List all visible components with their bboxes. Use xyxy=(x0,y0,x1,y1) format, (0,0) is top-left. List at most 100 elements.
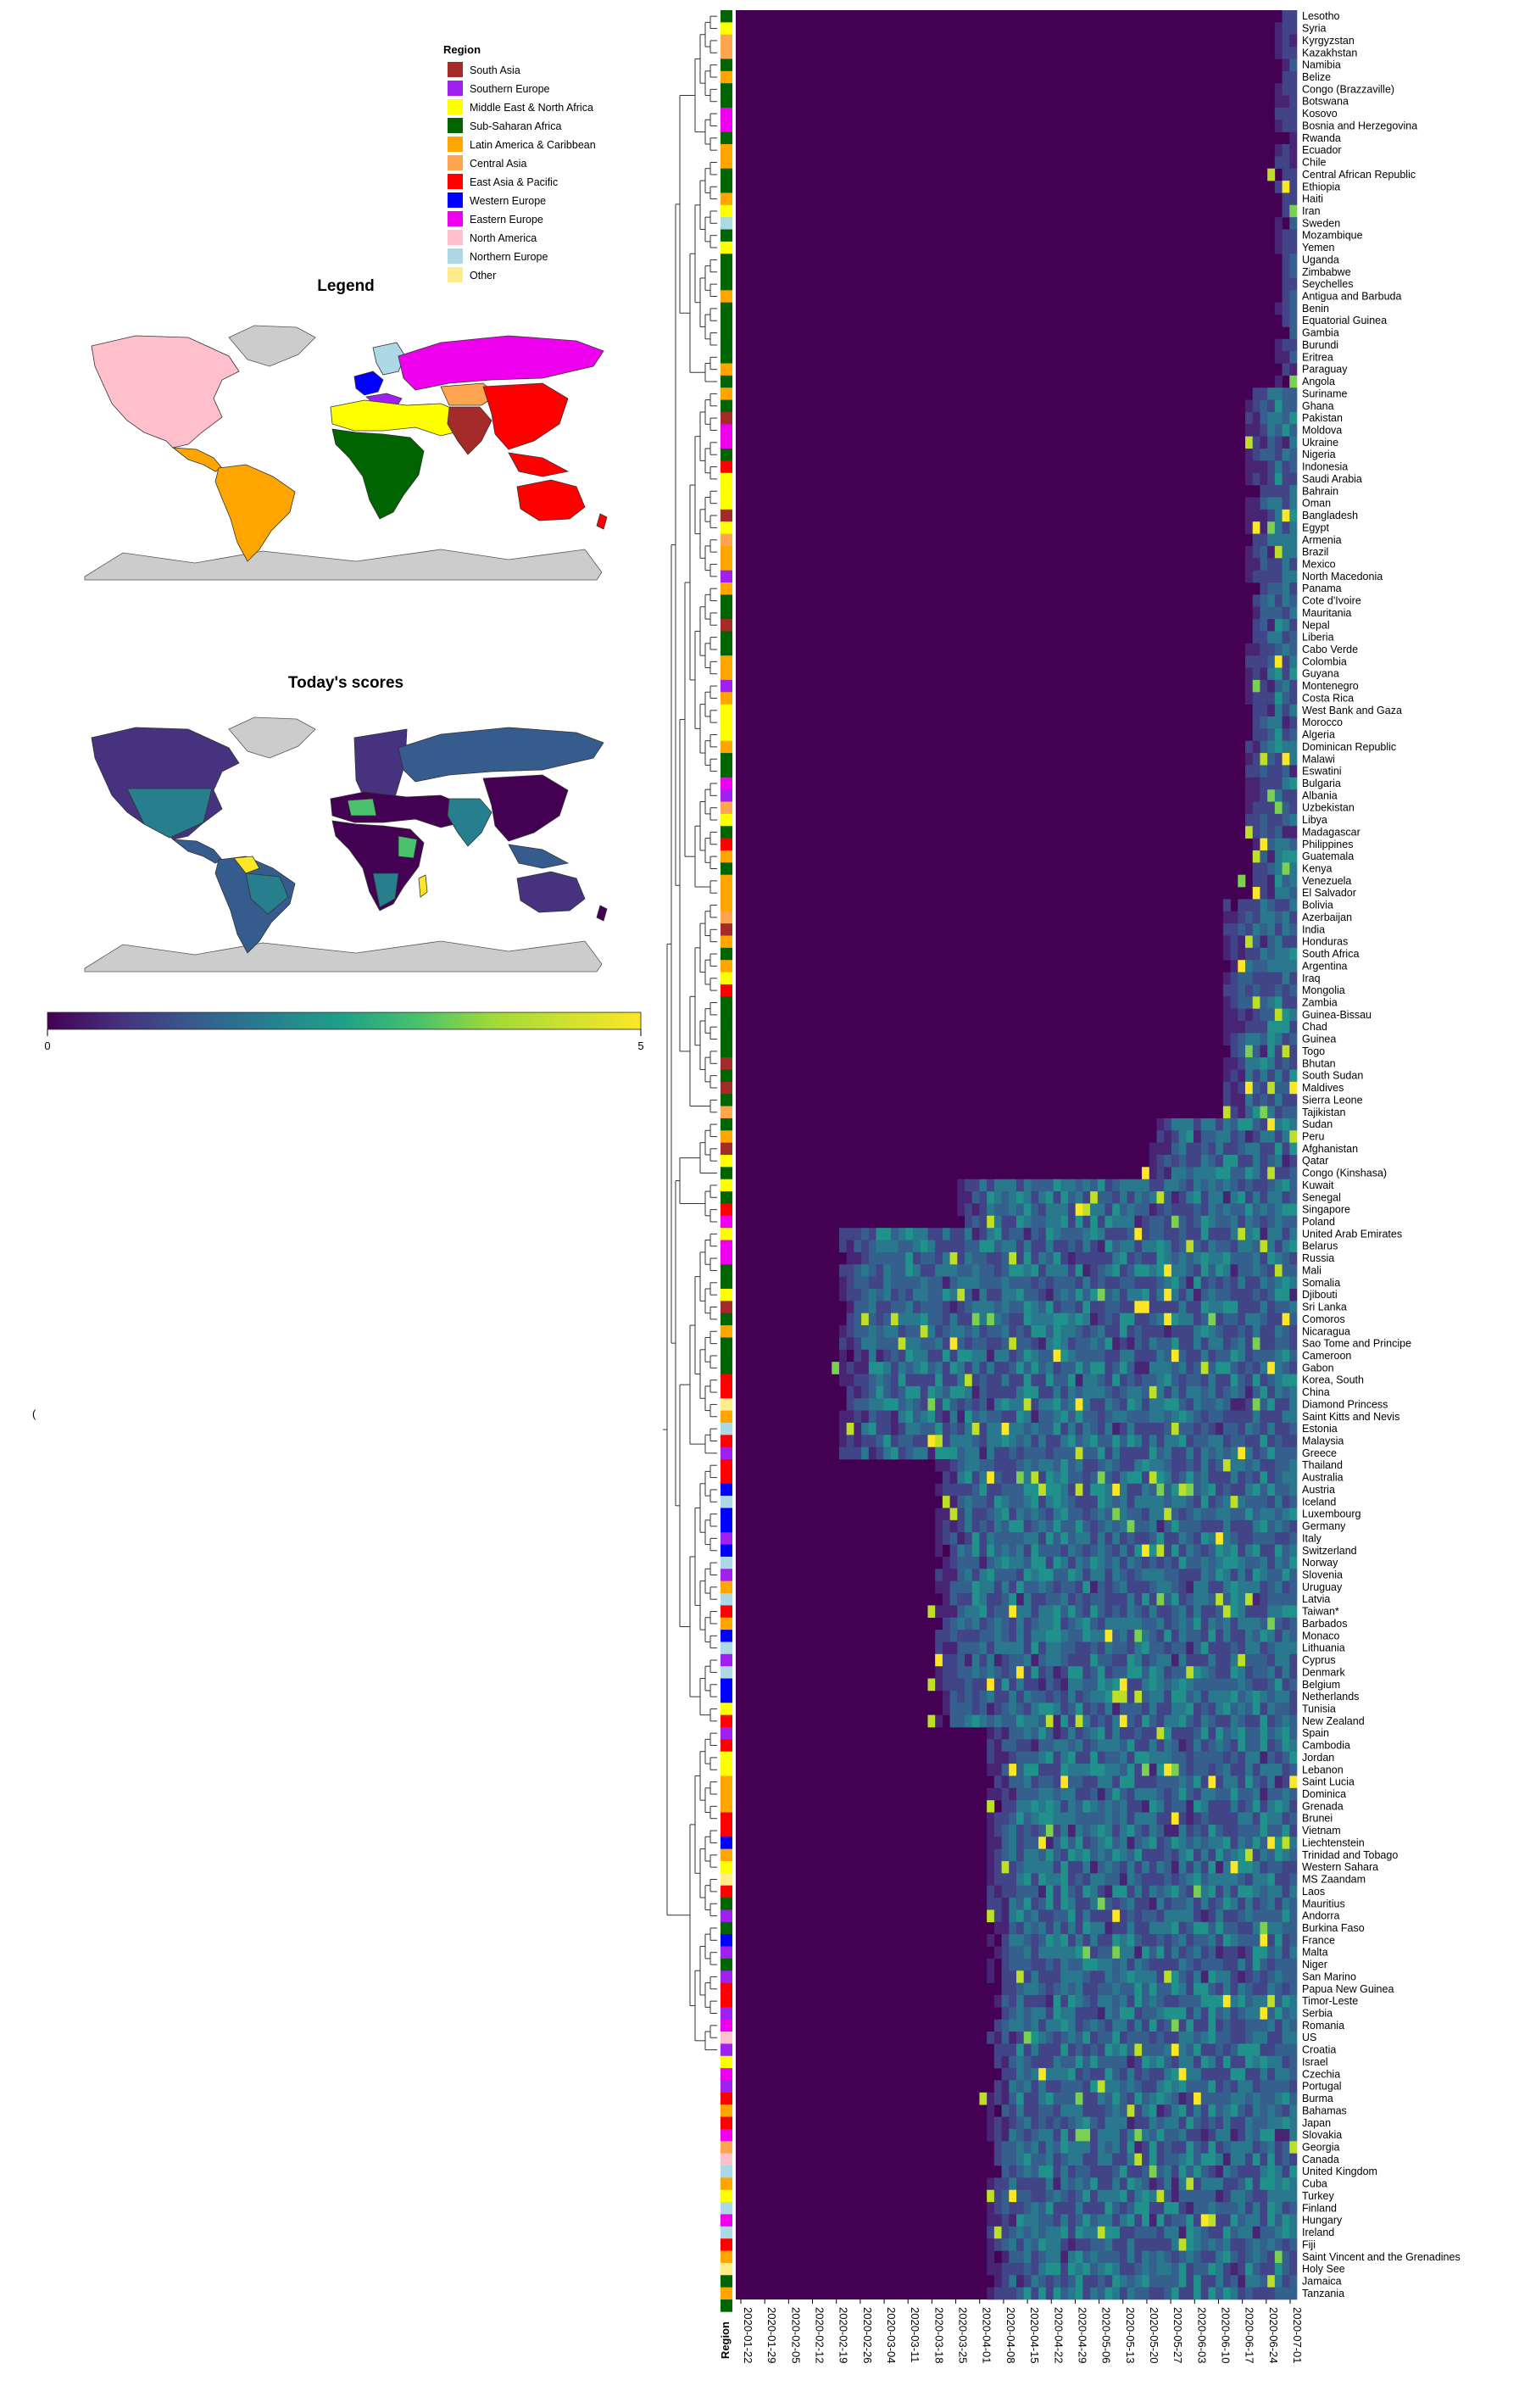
heatmap-cell xyxy=(1260,1446,1268,1460)
heatmap-cell xyxy=(1222,1374,1231,1387)
heatmap-cell xyxy=(1216,1288,1224,1302)
heatmap-cell xyxy=(993,1544,1002,1558)
heatmap-cell xyxy=(1090,1946,1099,1959)
heatmap-cell xyxy=(1009,1532,1017,1545)
heatmap-cell xyxy=(1245,521,1254,534)
heatmap-cell xyxy=(1178,1191,1187,1204)
heatmap-cell xyxy=(1289,826,1298,839)
heatmap-cell xyxy=(1090,1362,1099,1374)
heatmap-cell xyxy=(1282,887,1290,900)
heatmap-cell xyxy=(1252,1167,1260,1180)
heatmap-cell xyxy=(1023,1703,1032,1715)
heatmap-cell xyxy=(1127,1276,1135,1290)
heatmap-cell xyxy=(1200,1191,1209,1204)
heatmap-cell xyxy=(1112,1885,1121,1898)
heatmap-cell xyxy=(1164,1678,1172,1692)
heatmap-cell xyxy=(1274,1873,1283,1886)
heatmap-cell xyxy=(1134,1519,1143,1533)
heatmap-cell xyxy=(1194,1751,1202,1764)
heatmap-cell xyxy=(838,1349,847,1363)
heatmap-cell xyxy=(1208,1519,1216,1533)
heatmap-cell xyxy=(965,1617,973,1630)
heatmap-cell xyxy=(965,1325,973,1338)
heatmap-cell xyxy=(1289,1251,1298,1265)
heatmap-cell xyxy=(957,1191,965,1204)
heatmap-cell xyxy=(883,1301,892,1313)
heatmap-cell xyxy=(1053,2055,1061,2069)
region-strip-cell xyxy=(721,143,732,157)
heatmap-cell xyxy=(1053,1873,1061,1886)
heatmap-cell xyxy=(1142,1812,1150,1826)
heatmap-cell xyxy=(1031,2032,1039,2044)
map-new-zealand xyxy=(596,513,608,530)
heatmap-cell xyxy=(979,1483,988,1497)
heatmap-cell xyxy=(1134,1240,1143,1253)
heatmap-cell xyxy=(1060,1508,1069,1521)
heatmap-cell xyxy=(1267,1240,1276,1253)
heatmap-cell xyxy=(1186,1994,1194,2008)
heatmap-cell xyxy=(1001,1288,1010,1302)
heatmap-cell xyxy=(1009,1678,1017,1692)
heatmap-cell xyxy=(1230,1556,1238,1569)
region-strip-cell xyxy=(721,2080,732,2093)
heatmap-cell xyxy=(1267,1033,1276,1046)
heatmap-cell xyxy=(1149,1556,1157,1569)
heatmap-cell xyxy=(993,1179,1002,1192)
heatmap-cell xyxy=(1267,899,1276,912)
heatmap-cell xyxy=(1238,1385,1246,1399)
heatmap-cell xyxy=(1245,1313,1254,1326)
heatmap-cell xyxy=(1104,1739,1113,1753)
heatmap-cell xyxy=(1178,1593,1187,1606)
heatmap-cell xyxy=(1127,1764,1135,1776)
heatmap-cell xyxy=(1156,1946,1165,1959)
heatmap-cell xyxy=(1082,1653,1091,1667)
heatmap-cell xyxy=(935,1398,943,1411)
heatmap-cell xyxy=(1289,1033,1298,1046)
heatmap-cell xyxy=(1134,2043,1143,2057)
heatmap-cell xyxy=(1016,2019,1025,2032)
heatmap-cell xyxy=(1274,789,1283,802)
heatmap-cell xyxy=(905,1385,914,1399)
heatmap-cell xyxy=(1104,1860,1113,1874)
heatmap-cell xyxy=(1097,1812,1105,1826)
heatmap-cell xyxy=(1238,984,1246,997)
heatmap-cell xyxy=(1060,1264,1069,1277)
heatmap-cell xyxy=(987,1215,995,1229)
heatmap-cell xyxy=(1216,1580,1224,1594)
heatmap-cell xyxy=(1149,1446,1157,1460)
heatmap-cell xyxy=(1252,1994,1260,2008)
heatmap-cell xyxy=(846,1325,854,1338)
heatmap-cell xyxy=(935,1385,943,1399)
heatmap-cell xyxy=(1200,1934,1209,1947)
heatmap-cell xyxy=(1016,1787,1025,1801)
heatmap-cell xyxy=(993,1921,1002,1935)
heatmap-cell xyxy=(1238,1471,1246,1485)
heatmap-cell xyxy=(861,1435,870,1447)
heatmap-cell xyxy=(1282,10,1290,23)
region-strip-cell xyxy=(721,789,732,802)
heatmap-cell xyxy=(1164,1946,1172,1959)
heatmap-cell xyxy=(1164,2055,1172,2069)
heatmap-cell xyxy=(1200,1167,1209,1180)
heatmap-cell xyxy=(1238,1118,1246,1131)
heatmap-cell xyxy=(1112,2007,1121,2020)
heatmap-cell xyxy=(1200,1690,1209,1703)
heatmap-cell xyxy=(1001,2007,1010,2020)
heatmap-cell xyxy=(1112,2043,1121,2057)
heatmap-cell xyxy=(1252,1605,1260,1619)
heatmap-cell xyxy=(1119,1385,1127,1399)
heatmap-cell xyxy=(1282,521,1290,534)
heatmap-cell xyxy=(1274,692,1283,705)
heatmap-cell xyxy=(1252,801,1260,815)
heatmap-cell xyxy=(1252,1714,1260,1728)
heatmap-cell xyxy=(1178,1569,1187,1581)
heatmap-cell xyxy=(987,1970,995,1983)
heatmap-cell xyxy=(898,1446,906,1460)
heatmap-cell xyxy=(1127,1593,1135,1606)
heatmap-cell xyxy=(1142,1946,1150,1959)
heatmap-cell xyxy=(1023,1313,1032,1326)
heatmap-cell xyxy=(1001,1642,1010,1655)
heatmap-cell xyxy=(1267,1593,1276,1606)
heatmap-cell xyxy=(854,1410,862,1424)
heatmap-cell xyxy=(1067,1569,1076,1581)
